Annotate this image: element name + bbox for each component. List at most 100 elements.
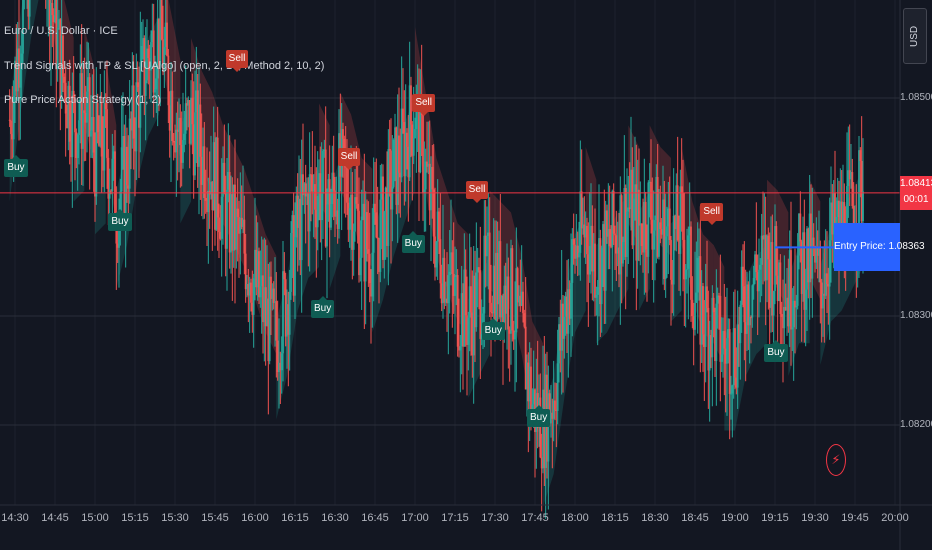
candle-body: [744, 322, 747, 334]
candle-body: [760, 235, 763, 265]
candle-body: [82, 110, 84, 149]
candle-body: [691, 299, 694, 317]
candle-body: [354, 197, 356, 232]
candle-body: [528, 366, 531, 402]
candle-body: [263, 287, 266, 323]
candle-body: [196, 90, 199, 167]
candle-body: [115, 225, 118, 244]
candle-body: [199, 104, 202, 157]
candle-body: [684, 269, 687, 280]
candle-body: [635, 184, 638, 261]
candle-body: [780, 314, 783, 317]
candle-body: [611, 191, 614, 248]
candle-body: [27, 0, 30, 17]
candle-body: [123, 135, 126, 215]
candle-body: [207, 190, 210, 213]
candle-body: [524, 326, 527, 390]
candle-body: [594, 243, 596, 298]
candle-body: [668, 208, 671, 241]
candle-body: [570, 282, 572, 319]
candle-body: [638, 189, 640, 226]
legend-indicator-price-action[interactable]: Pure Price Action Strategy (1, 2): [4, 94, 162, 106]
candle-body: [823, 293, 826, 296]
candle-body: [650, 181, 652, 220]
candle-body: [628, 207, 631, 209]
candle-body: [368, 253, 371, 284]
candle-body: [740, 266, 743, 305]
candle-body: [827, 283, 830, 287]
candle-body: [647, 182, 650, 257]
candle-body: [679, 186, 682, 254]
candle-body: [407, 146, 410, 178]
candle-body: [247, 284, 250, 296]
candle-body: [607, 229, 610, 237]
candle-body: [22, 0, 24, 54]
candle-body: [270, 276, 272, 299]
legend-symbol[interactable]: Euro / U.S. Dollar · ICE: [4, 25, 118, 37]
candle-body: [19, 69, 22, 88]
candle-body: [622, 242, 624, 264]
candle-body: [462, 293, 464, 347]
candle-body: [860, 160, 863, 222]
bar-countdown: 00:01: [903, 193, 929, 205]
candle-body: [415, 99, 418, 129]
candle-body: [134, 138, 136, 152]
candle-body: [470, 286, 472, 313]
candle-body: [732, 328, 735, 386]
legend-indicator-trend-signals[interactable]: Trend Signals with TP & SL [UAlgo] (open…: [4, 60, 325, 72]
candle-body: [279, 362, 282, 371]
candle-body: [48, 0, 51, 32]
currency-button[interactable]: USD: [903, 8, 927, 64]
candle-body: [602, 224, 604, 248]
candle-body: [194, 112, 196, 176]
candle-body: [338, 133, 340, 229]
candle-body: [170, 90, 172, 131]
candle-body: [572, 239, 575, 245]
candle-body: [230, 194, 232, 253]
candle-body: [490, 302, 492, 313]
candle-body: [712, 297, 715, 313]
candle-body: [327, 179, 330, 205]
candle-body: [603, 224, 606, 291]
candle-body: [540, 457, 543, 469]
candle-body: [86, 91, 88, 123]
candle-body: [674, 215, 676, 230]
candle-body: [171, 90, 174, 142]
candle-body: [654, 220, 656, 231]
candle-body: [312, 184, 315, 192]
candle-body: [347, 202, 350, 230]
candle-body: [578, 252, 580, 258]
candle-body: [276, 340, 279, 373]
candle-body: [514, 332, 516, 340]
price-tick-label: 1.08200: [900, 419, 932, 430]
candle-body: [438, 211, 440, 240]
candle-body: [456, 275, 459, 347]
candle-body: [824, 273, 827, 296]
candle-body: [802, 232, 804, 294]
candle-body: [838, 200, 840, 242]
candle-body: [167, 55, 170, 106]
candle-body: [455, 275, 458, 278]
candle-body: [302, 174, 304, 196]
candle-body: [252, 278, 255, 315]
candle-body: [427, 163, 430, 167]
candle-body: [191, 97, 194, 125]
candle-body: [699, 256, 702, 345]
candle-body: [184, 103, 187, 134]
candle-body: [362, 203, 364, 217]
candle-body: [418, 94, 420, 173]
candle-body: [811, 237, 814, 279]
candle-body: [351, 194, 354, 250]
candle-body: [834, 192, 836, 234]
lightning-icon[interactable]: ⚡: [826, 444, 846, 476]
candle-body: [323, 149, 326, 152]
candle-body: [64, 82, 67, 114]
candle-body: [730, 393, 732, 395]
candle-body: [474, 275, 476, 328]
candle-body: [255, 249, 258, 288]
candle-body: [702, 286, 704, 335]
candle-body: [734, 328, 736, 378]
candle-body: [488, 232, 491, 303]
